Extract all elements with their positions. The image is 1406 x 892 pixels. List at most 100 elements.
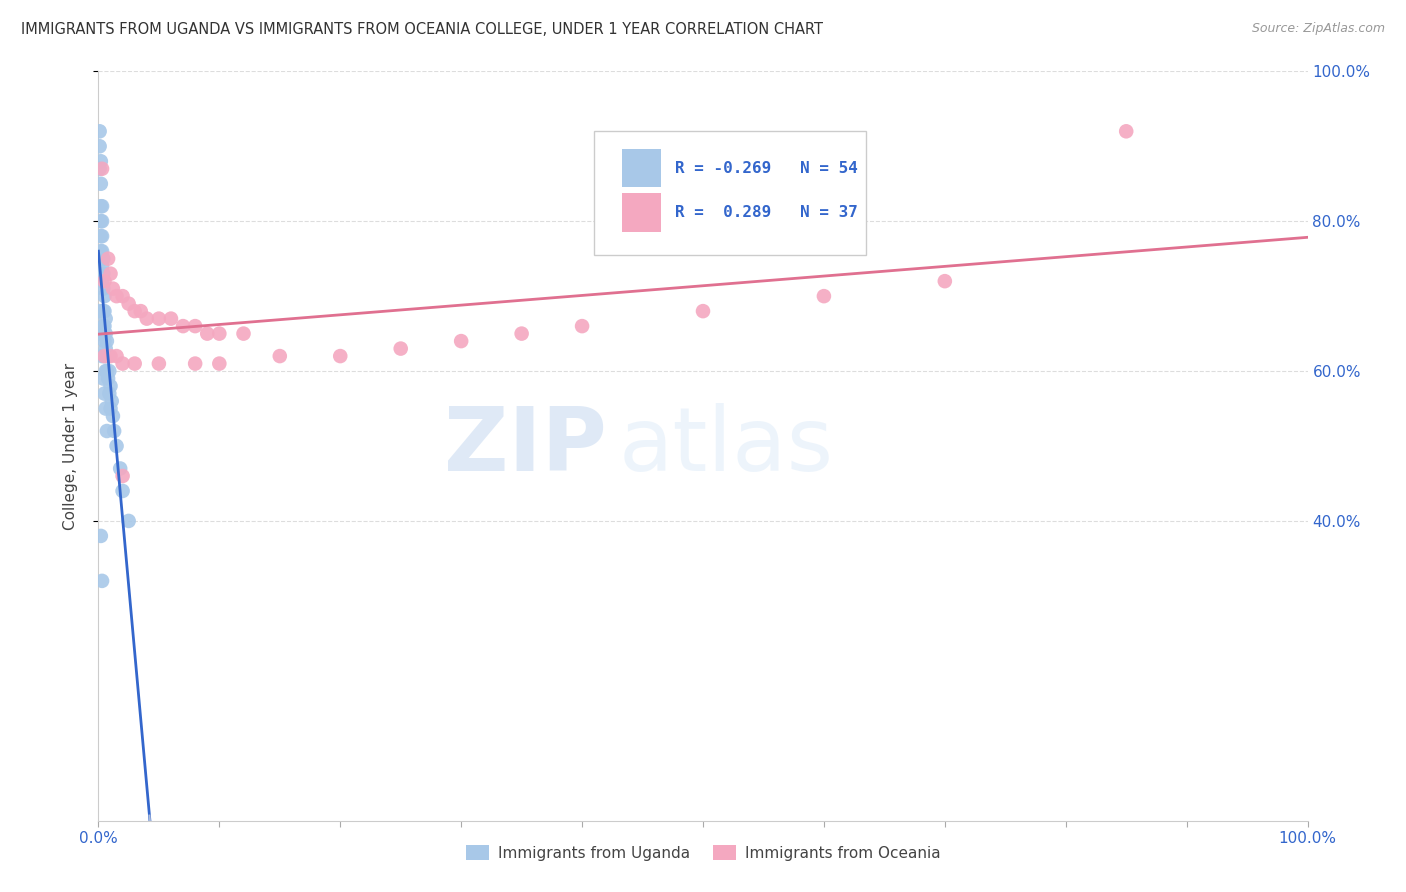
Point	[118, 514, 141, 528]
Point	[103, 424, 125, 438]
Point	[98, 386, 121, 401]
Point	[91, 574, 114, 588]
Point	[93, 289, 115, 303]
Point	[692, 304, 714, 318]
Point	[105, 349, 128, 363]
Point	[94, 401, 117, 416]
Point	[108, 461, 131, 475]
Point	[94, 364, 117, 378]
Point	[97, 252, 120, 266]
Point	[91, 229, 114, 244]
Point	[100, 401, 122, 416]
Point	[90, 199, 112, 213]
Point	[98, 364, 121, 378]
Point	[232, 326, 254, 341]
Point	[96, 349, 118, 363]
Point	[510, 326, 533, 341]
Point	[93, 349, 115, 363]
Point	[91, 259, 114, 273]
Point	[101, 409, 124, 423]
Point	[90, 177, 112, 191]
Point	[90, 244, 112, 259]
Point	[91, 319, 114, 334]
Point	[195, 326, 218, 341]
Text: Source: ZipAtlas.com: Source: ZipAtlas.com	[1251, 22, 1385, 36]
Point	[93, 304, 115, 318]
Point	[208, 326, 231, 341]
Point	[91, 244, 114, 259]
Point	[129, 304, 152, 318]
Point	[124, 357, 146, 371]
Text: atlas: atlas	[619, 402, 834, 490]
Legend: Immigrants from Uganda, Immigrants from Oceania: Immigrants from Uganda, Immigrants from …	[460, 839, 946, 867]
Bar	[621, 194, 661, 233]
Point	[135, 311, 157, 326]
Text: IMMIGRANTS FROM UGANDA VS IMMIGRANTS FROM OCEANIA COLLEGE, UNDER 1 YEAR CORRELAT: IMMIGRANTS FROM UGANDA VS IMMIGRANTS FRO…	[21, 22, 823, 37]
Point	[571, 319, 593, 334]
Point	[90, 154, 112, 169]
Point	[91, 282, 114, 296]
Y-axis label: College, Under 1 year: College, Under 1 year	[63, 362, 77, 530]
Point	[89, 124, 111, 138]
Point	[93, 334, 115, 348]
Point	[148, 311, 170, 326]
Point	[160, 311, 183, 326]
FancyBboxPatch shape	[595, 131, 866, 255]
Point	[93, 319, 115, 334]
Point	[96, 334, 118, 348]
Point	[184, 357, 207, 371]
Point	[184, 319, 207, 334]
Point	[91, 274, 114, 288]
Point	[91, 199, 114, 213]
Point	[97, 349, 120, 363]
Text: ZIP: ZIP	[443, 402, 606, 490]
Point	[93, 274, 115, 288]
Point	[90, 326, 112, 341]
Point	[148, 357, 170, 371]
Point	[91, 252, 114, 266]
Bar	[621, 149, 661, 187]
Point	[91, 161, 114, 176]
Text: R = -0.269   N = 54: R = -0.269 N = 54	[675, 161, 858, 176]
Point	[91, 349, 114, 363]
Point	[124, 304, 146, 318]
Point	[389, 342, 412, 356]
Point	[94, 311, 117, 326]
Point	[90, 529, 112, 543]
Point	[94, 342, 117, 356]
Point	[100, 349, 122, 363]
Point	[89, 161, 111, 176]
Point	[111, 289, 134, 303]
Point	[105, 439, 128, 453]
Point	[91, 371, 114, 385]
Point	[96, 364, 118, 378]
Point	[269, 349, 291, 363]
Point	[111, 357, 134, 371]
Point	[100, 267, 122, 281]
Point	[89, 139, 111, 153]
Point	[91, 267, 114, 281]
Point	[111, 483, 134, 498]
Point	[96, 424, 118, 438]
Point	[329, 349, 352, 363]
Point	[172, 319, 194, 334]
Point	[93, 386, 115, 401]
Text: R =  0.289   N = 37: R = 0.289 N = 37	[675, 205, 858, 220]
Point	[1115, 124, 1137, 138]
Point	[105, 289, 128, 303]
Point	[118, 296, 141, 310]
Point	[89, 304, 111, 318]
Point	[94, 326, 117, 341]
Point	[93, 349, 115, 363]
Point	[450, 334, 472, 348]
Point	[90, 229, 112, 244]
Point	[101, 282, 124, 296]
Point	[100, 379, 122, 393]
Point	[100, 394, 122, 409]
Point	[813, 289, 835, 303]
Point	[91, 214, 114, 228]
Point	[90, 214, 112, 228]
Point	[208, 357, 231, 371]
Point	[111, 469, 134, 483]
Point	[91, 304, 114, 318]
